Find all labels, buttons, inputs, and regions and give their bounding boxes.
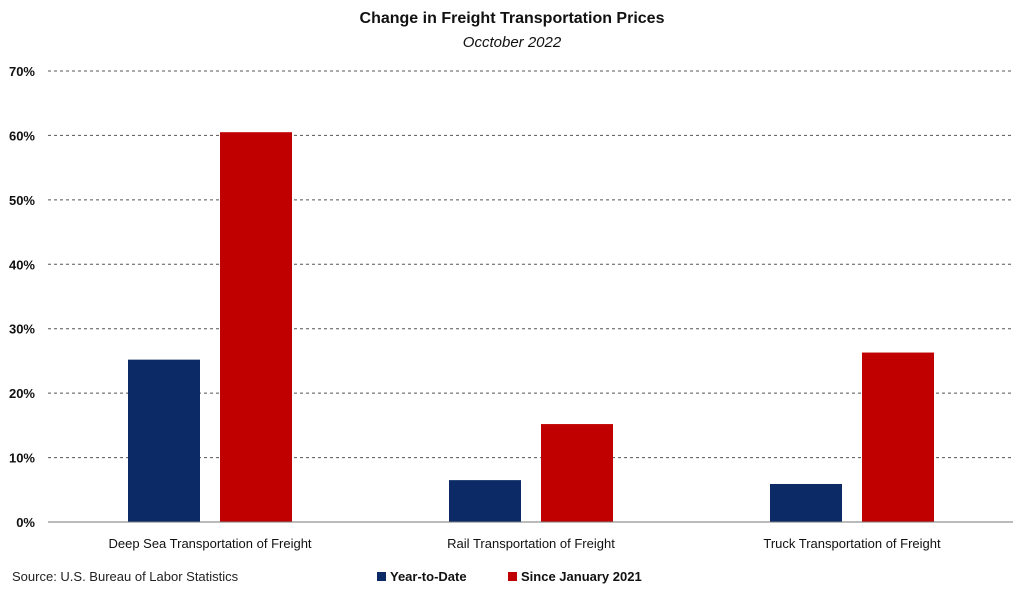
x-tick-label: Truck Transportation of Freight xyxy=(763,536,941,551)
x-axis-tick-labels: Deep Sea Transportation of Freight Rail T… xyxy=(108,536,941,551)
legend-label: Since January 2021 xyxy=(521,569,642,584)
legend-swatch xyxy=(508,572,517,581)
gridlines xyxy=(48,70,1013,459)
bars xyxy=(128,132,934,522)
y-tick-label: 50% xyxy=(9,193,35,208)
y-tick-label: 70% xyxy=(9,64,35,79)
y-tick-label: 30% xyxy=(9,322,35,337)
legend: Year-to-Date Since January 2021 xyxy=(377,569,642,584)
legend-swatch xyxy=(377,572,386,581)
bar-year-to-date xyxy=(128,359,200,522)
legend-label: Year-to-Date xyxy=(390,569,467,584)
chart-title: Change in Freight Transportation Prices xyxy=(360,10,665,27)
y-tick-label: 60% xyxy=(9,128,35,143)
chart-subtitle: Occtober 2022 xyxy=(463,34,562,51)
bar-since-january-2021 xyxy=(220,132,292,522)
x-tick-label: Rail Transportation of Freight xyxy=(447,536,615,551)
y-tick-label: 10% xyxy=(9,451,35,466)
bar-year-to-date xyxy=(770,483,842,522)
y-tick-label: 0% xyxy=(16,515,35,530)
y-tick-label: 20% xyxy=(9,386,35,401)
x-tick-label: Deep Sea Transportation of Freight xyxy=(108,536,311,551)
y-tick-label: 40% xyxy=(9,257,35,272)
bar-since-january-2021 xyxy=(862,352,934,522)
source-note: Source: U.S. Bureau of Labor Statistics xyxy=(12,569,239,584)
y-axis-tick-labels: 0% 10% 20% 30% 40% 50% 60% 70% xyxy=(9,64,35,530)
bar-year-to-date xyxy=(449,480,521,522)
bar-since-january-2021 xyxy=(541,424,613,522)
